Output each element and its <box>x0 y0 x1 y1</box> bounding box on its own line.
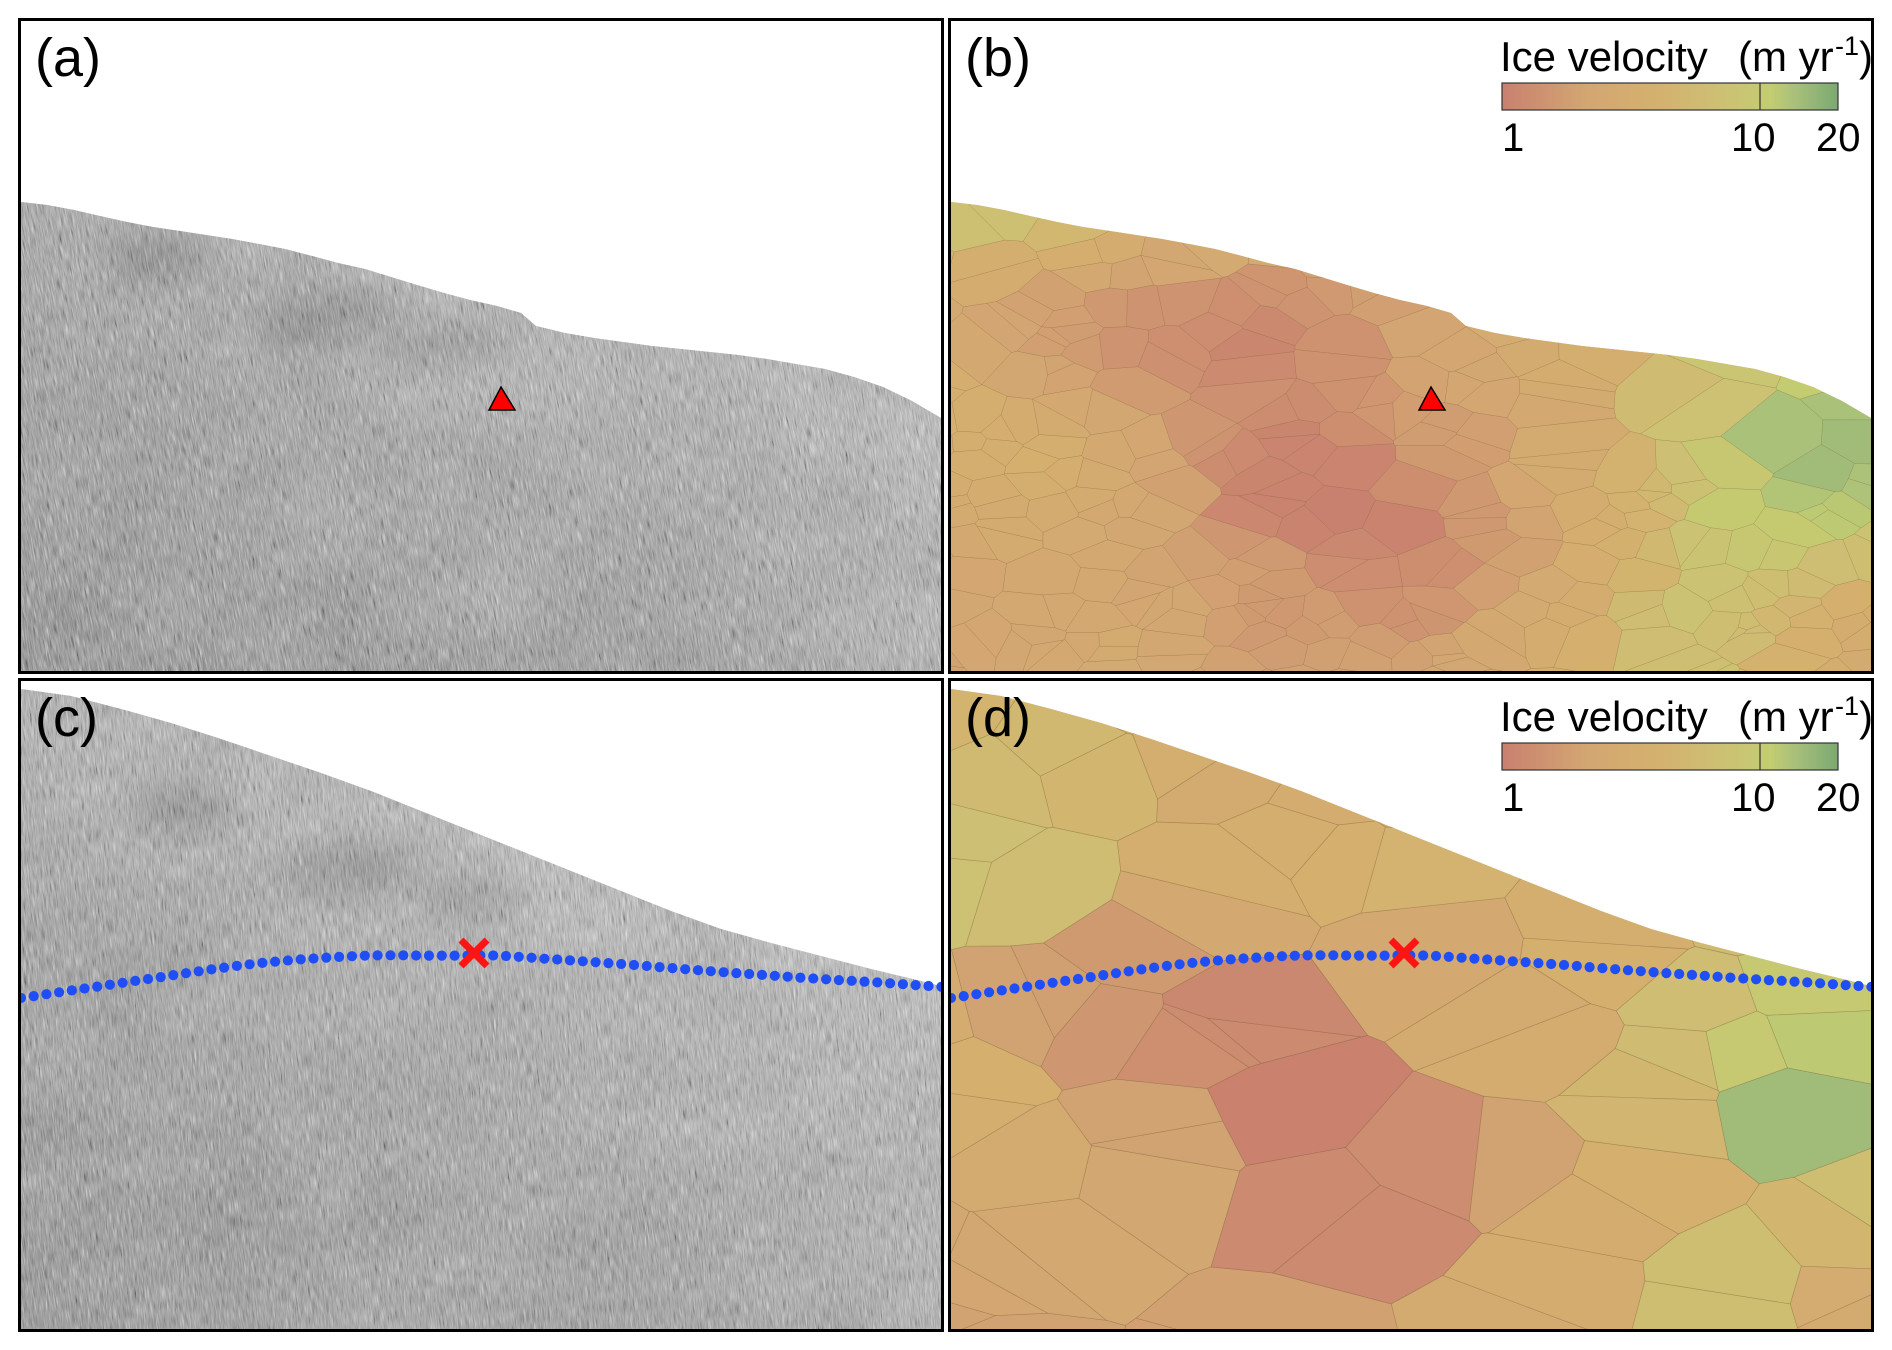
svg-text:(m yr: (m yr <box>1738 693 1834 740</box>
svg-text:10: 10 <box>1731 776 1776 820</box>
svg-text:): ) <box>1859 693 1873 740</box>
svg-text:Ice velocity: Ice velocity <box>1500 693 1708 740</box>
svg-text:10: 10 <box>1731 116 1776 160</box>
svg-text:): ) <box>1859 33 1873 80</box>
svg-text:(m yr: (m yr <box>1738 33 1834 80</box>
svg-text:-1: -1 <box>1835 691 1859 721</box>
svg-text:Ice velocity: Ice velocity <box>1500 33 1708 80</box>
svg-text:20: 20 <box>1816 776 1861 820</box>
svg-text:-1: -1 <box>1835 31 1859 61</box>
svg-text:20: 20 <box>1816 116 1861 160</box>
svg-text:1: 1 <box>1502 116 1524 160</box>
svg-text:1: 1 <box>1502 776 1524 820</box>
